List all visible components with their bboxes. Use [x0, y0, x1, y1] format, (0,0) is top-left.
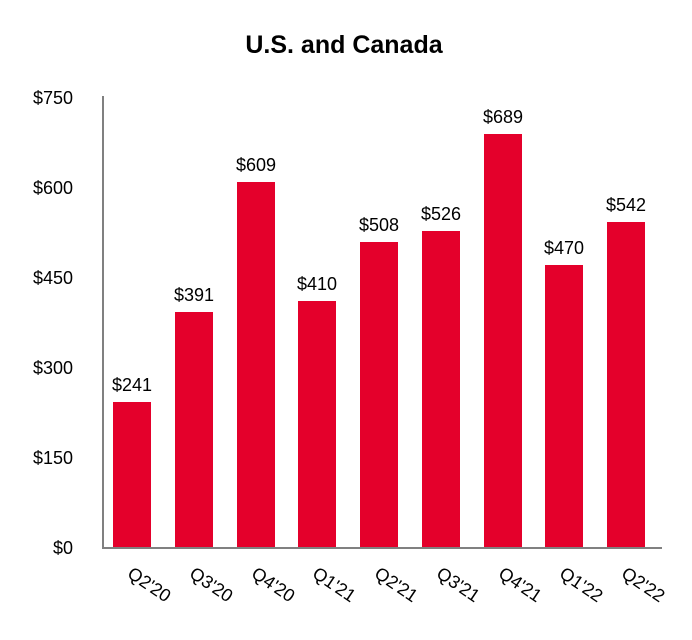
bar-Q2'21 [360, 242, 398, 547]
bar-value-label: $470 [543, 238, 585, 258]
bar-Q4'20 [237, 182, 275, 547]
y-tick-label: $450 [32, 267, 73, 288]
y-tick-label: $300 [32, 357, 73, 378]
x-axis-line [102, 547, 662, 549]
chart-title: U.S. and Canada [245, 31, 443, 59]
x-tick-label: Q3'20 [186, 563, 237, 607]
bar-Q2'22 [607, 222, 645, 547]
x-tick-label: Q1'21 [309, 563, 360, 607]
bar-value-label: $609 [235, 155, 277, 175]
bar-Q1'22 [545, 265, 583, 547]
x-tick-label: Q3'21 [433, 563, 484, 607]
y-tick-label: $150 [32, 447, 73, 468]
x-tick-label: Q2'21 [371, 563, 422, 607]
bar-value-label: $241 [111, 375, 153, 395]
bar-Q3'20 [175, 312, 213, 547]
bar-value-label: $391 [173, 285, 215, 305]
y-axis-line [102, 96, 104, 549]
bar-value-label: $542 [605, 195, 647, 215]
bar-Q4'21 [484, 134, 522, 547]
bar-value-label: $526 [420, 204, 462, 224]
bar-Q2'20 [113, 402, 151, 547]
x-tick-label: Q4'21 [495, 563, 546, 607]
x-tick-label: Q2'20 [124, 563, 175, 607]
y-tick-label: $600 [32, 177, 73, 198]
bar-Q1'21 [298, 301, 336, 547]
y-tick-label: $0 [52, 537, 73, 558]
bar-value-label: $689 [482, 107, 524, 127]
bar-value-label: $508 [358, 215, 400, 235]
bar-value-label: $410 [296, 274, 338, 294]
y-tick-label: $750 [32, 87, 73, 108]
x-tick-label: Q1'22 [556, 563, 607, 607]
x-tick-label: Q2'22 [618, 563, 669, 607]
bar-Q3'21 [422, 231, 460, 547]
x-tick-label: Q4'20 [248, 563, 299, 607]
